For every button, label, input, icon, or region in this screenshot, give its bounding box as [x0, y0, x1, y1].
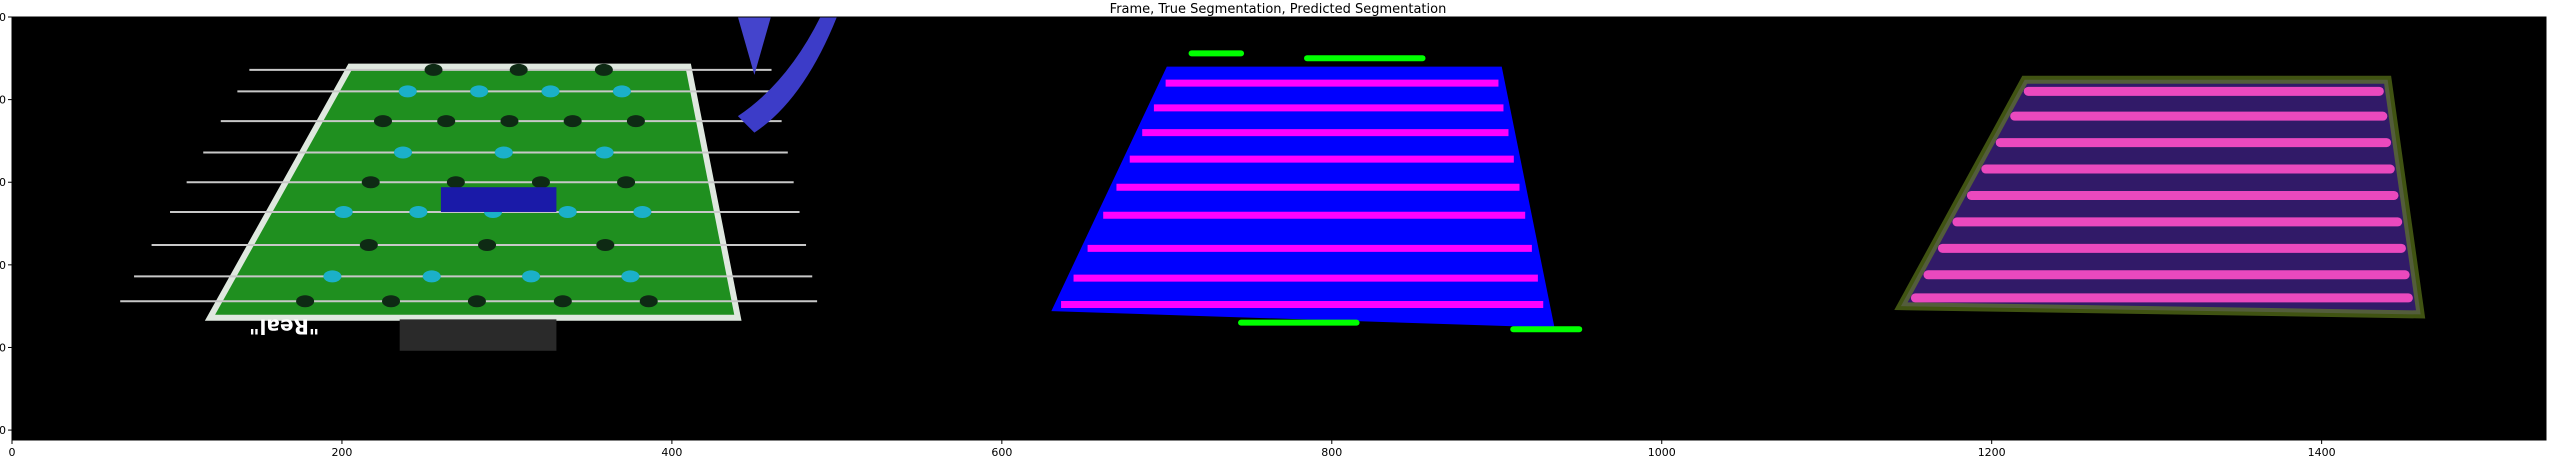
frame-player [617, 176, 636, 189]
pred-table-edge [1894, 75, 2426, 319]
x-tick-label: 400 [661, 446, 682, 459]
frame-player [494, 146, 513, 159]
frame-player [393, 146, 412, 159]
frame-player [470, 85, 489, 98]
frame-hand [737, 17, 837, 133]
frame-hand [737, 17, 771, 75]
frame-player [478, 239, 497, 252]
x-tick-label: 800 [1321, 446, 1342, 459]
x-tick-label: 600 [991, 446, 1012, 459]
image-area: "Real" [12, 17, 2546, 440]
frame-player [422, 270, 441, 283]
frame-logo-text: "Real" [249, 314, 319, 338]
frame-player [541, 85, 560, 98]
frame-player [531, 176, 550, 189]
frame-player [639, 295, 658, 308]
frame-player [626, 115, 645, 128]
frame-player [522, 270, 541, 283]
frame-player [621, 270, 640, 283]
x-tick-label: 1400 [2308, 446, 2336, 459]
y-tick-label: 0 [0, 11, 6, 24]
y-tick-label: 200 [0, 341, 6, 354]
x-tick-label: 1200 [1978, 446, 2006, 459]
y-tick-label: 150 [0, 259, 6, 272]
y-tick-label: 100 [0, 176, 6, 189]
frame-player [323, 270, 342, 283]
frame-player [595, 146, 614, 159]
frame-player [398, 85, 417, 98]
frame-player [558, 205, 577, 218]
frame-player [596, 239, 615, 252]
frame-player [500, 115, 519, 128]
panel-true-segmentation [1051, 50, 1583, 333]
frame-player [296, 295, 315, 308]
frame-player [509, 63, 528, 76]
panel-frame: "Real" [120, 17, 837, 351]
frame-player [633, 205, 652, 218]
chart-title: Frame, True Segmentation, Predicted Segm… [1110, 2, 1447, 17]
panel-predicted-segmentation [1894, 75, 2426, 319]
frame-table-front [399, 319, 557, 351]
frame-player [612, 85, 631, 98]
frame-goal-area [440, 187, 557, 212]
frame-player [409, 205, 428, 218]
axis-ticks: 0 200 400 600 800 1000 1200 1400 0 50 100 150 200 250 [0, 11, 2336, 459]
y-tick-label: 50 [0, 94, 6, 107]
axes-frame [11, 16, 2547, 441]
frame-player [361, 176, 380, 189]
x-tick-label: 200 [331, 446, 352, 459]
x-tick-label: 1000 [1648, 446, 1676, 459]
frame-player [382, 295, 401, 308]
frame-player [334, 205, 353, 218]
y-tick-label: 250 [0, 424, 6, 437]
frame-player [563, 115, 582, 128]
frame-player [373, 115, 392, 128]
frame-player [424, 63, 443, 76]
frame-player [594, 63, 613, 76]
x-tick-label: 0 [9, 446, 16, 459]
frame-player [359, 239, 378, 252]
frame-player [446, 176, 465, 189]
frame-player [553, 295, 572, 308]
frame-player [467, 295, 486, 308]
frame-player [437, 115, 456, 128]
